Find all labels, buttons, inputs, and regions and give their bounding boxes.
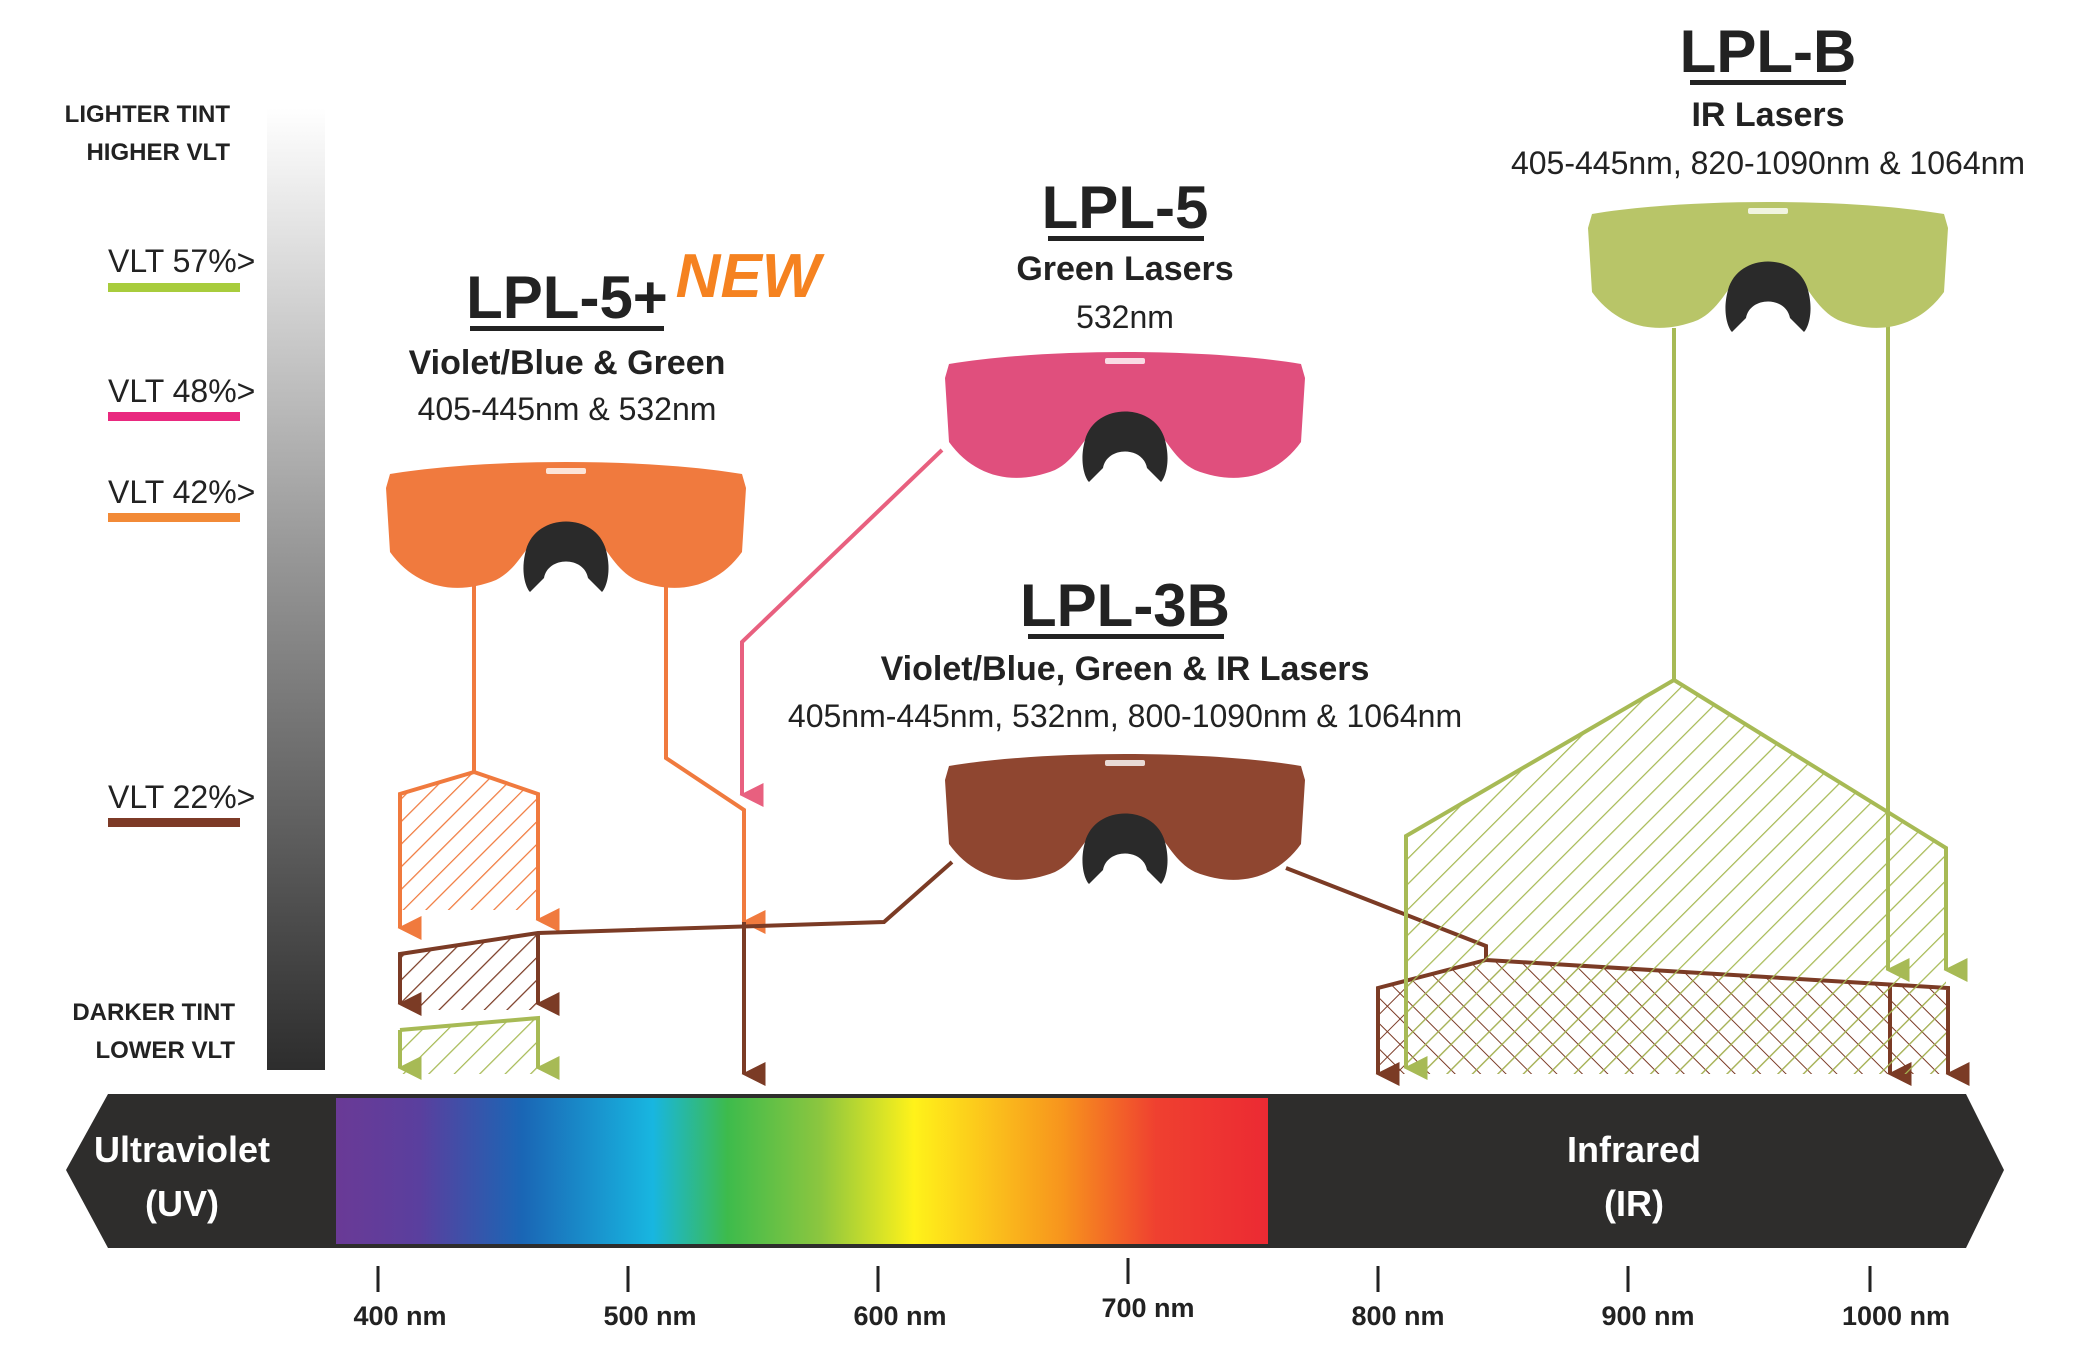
lens-lplb-heading: LPL-B IR Lasers 405-445nm, 820-1090nm & … xyxy=(1511,18,2025,181)
vlt-gradient-bar xyxy=(267,108,325,1070)
vlt-bottom-line1: DARKER TINT xyxy=(72,999,235,1026)
uv-label-line2: (UV) xyxy=(145,1183,219,1224)
lpl3b-range: 405nm-445nm, 532nm, 800-1090nm & 1064nm xyxy=(788,698,1462,734)
tick-label-700: 700 nm xyxy=(1101,1293,1194,1323)
uv-label-line1: Ultraviolet xyxy=(94,1129,270,1170)
lplb-protects: IR Lasers xyxy=(1691,96,1844,134)
vlt-48-swatch xyxy=(108,412,240,421)
wavelength-axis xyxy=(376,1258,1872,1292)
ir-label-line1: Infrared xyxy=(1567,1129,1701,1170)
vlt-level-42: VLT 42%> xyxy=(108,474,255,522)
vlt-57-label: VLT 57%> xyxy=(108,243,255,279)
vlt-42-swatch xyxy=(108,513,240,522)
lplb-connectors xyxy=(397,320,1968,1080)
vlt-level-48: VLT 48%> xyxy=(108,373,255,421)
vlt-48-label: VLT 48%> xyxy=(108,373,255,409)
lpl5-glasses-icon xyxy=(945,352,1305,482)
lplb-glasses-icon xyxy=(1588,202,1948,332)
vlt-22-label: VLT 22%> xyxy=(108,779,255,815)
lpl5-name: LPL-5 xyxy=(1042,174,1209,241)
lpl5plus-name: LPL-5+ xyxy=(466,264,668,331)
lens-lpl3b-heading: LPL-3B Violet/Blue, Green & IR Lasers 40… xyxy=(788,572,1462,734)
vlt-42-label: VLT 42%> xyxy=(108,474,255,510)
lpl5-protects: Green Lasers xyxy=(1016,250,1233,288)
lens-lpl5-heading: LPL-5 Green Lasers 532nm xyxy=(1016,174,1233,335)
tick-label-600: 600 nm xyxy=(853,1301,946,1331)
tick-label-900: 900 nm xyxy=(1601,1301,1694,1331)
lpl3b-name: LPL-3B xyxy=(1020,572,1230,639)
lens-lpl5plus-heading: LPL-5+ NEW Violet/Blue & Green 405-445nm… xyxy=(409,242,825,427)
vlt-top-line1: LIGHTER TINT xyxy=(65,101,231,128)
tick-label-400: 400 nm xyxy=(353,1301,446,1331)
spectrum-band: Ultraviolet (UV) Infrared (IR) xyxy=(66,1094,2004,1248)
lpl3b-protects: Violet/Blue, Green & IR Lasers xyxy=(881,650,1370,688)
tick-label-800: 800 nm xyxy=(1351,1301,1444,1331)
vlt-bottom-line2: LOWER VLT xyxy=(95,1037,235,1064)
lpl5plus-connectors xyxy=(397,578,766,940)
visible-spectrum xyxy=(336,1098,1268,1244)
vlt-level-22: VLT 22%> xyxy=(108,779,255,827)
lpl3b-glasses-icon xyxy=(945,754,1305,884)
vlt-57-swatch xyxy=(108,283,240,292)
new-badge: NEW xyxy=(676,242,825,311)
lplb-name: LPL-B xyxy=(1680,18,1857,85)
lpl5plus-range: 405-445nm & 532nm xyxy=(418,391,717,427)
vlt-22-swatch xyxy=(108,818,240,827)
lpl5plus-glasses-icon xyxy=(386,462,746,592)
lplb-range: 405-445nm, 820-1090nm & 1064nm xyxy=(1511,145,2025,181)
lpl5-range: 532nm xyxy=(1076,299,1174,335)
ir-label-line2: (IR) xyxy=(1604,1183,1664,1224)
lpl5plus-protects: Violet/Blue & Green xyxy=(409,344,726,382)
vlt-top-line2: HIGHER VLT xyxy=(86,139,230,166)
vlt-level-57: VLT 57%> xyxy=(108,243,255,292)
lpl5-connector xyxy=(739,448,944,807)
tick-label-500: 500 nm xyxy=(603,1301,696,1331)
tick-label-1000: 1000 nm xyxy=(1842,1301,1950,1331)
